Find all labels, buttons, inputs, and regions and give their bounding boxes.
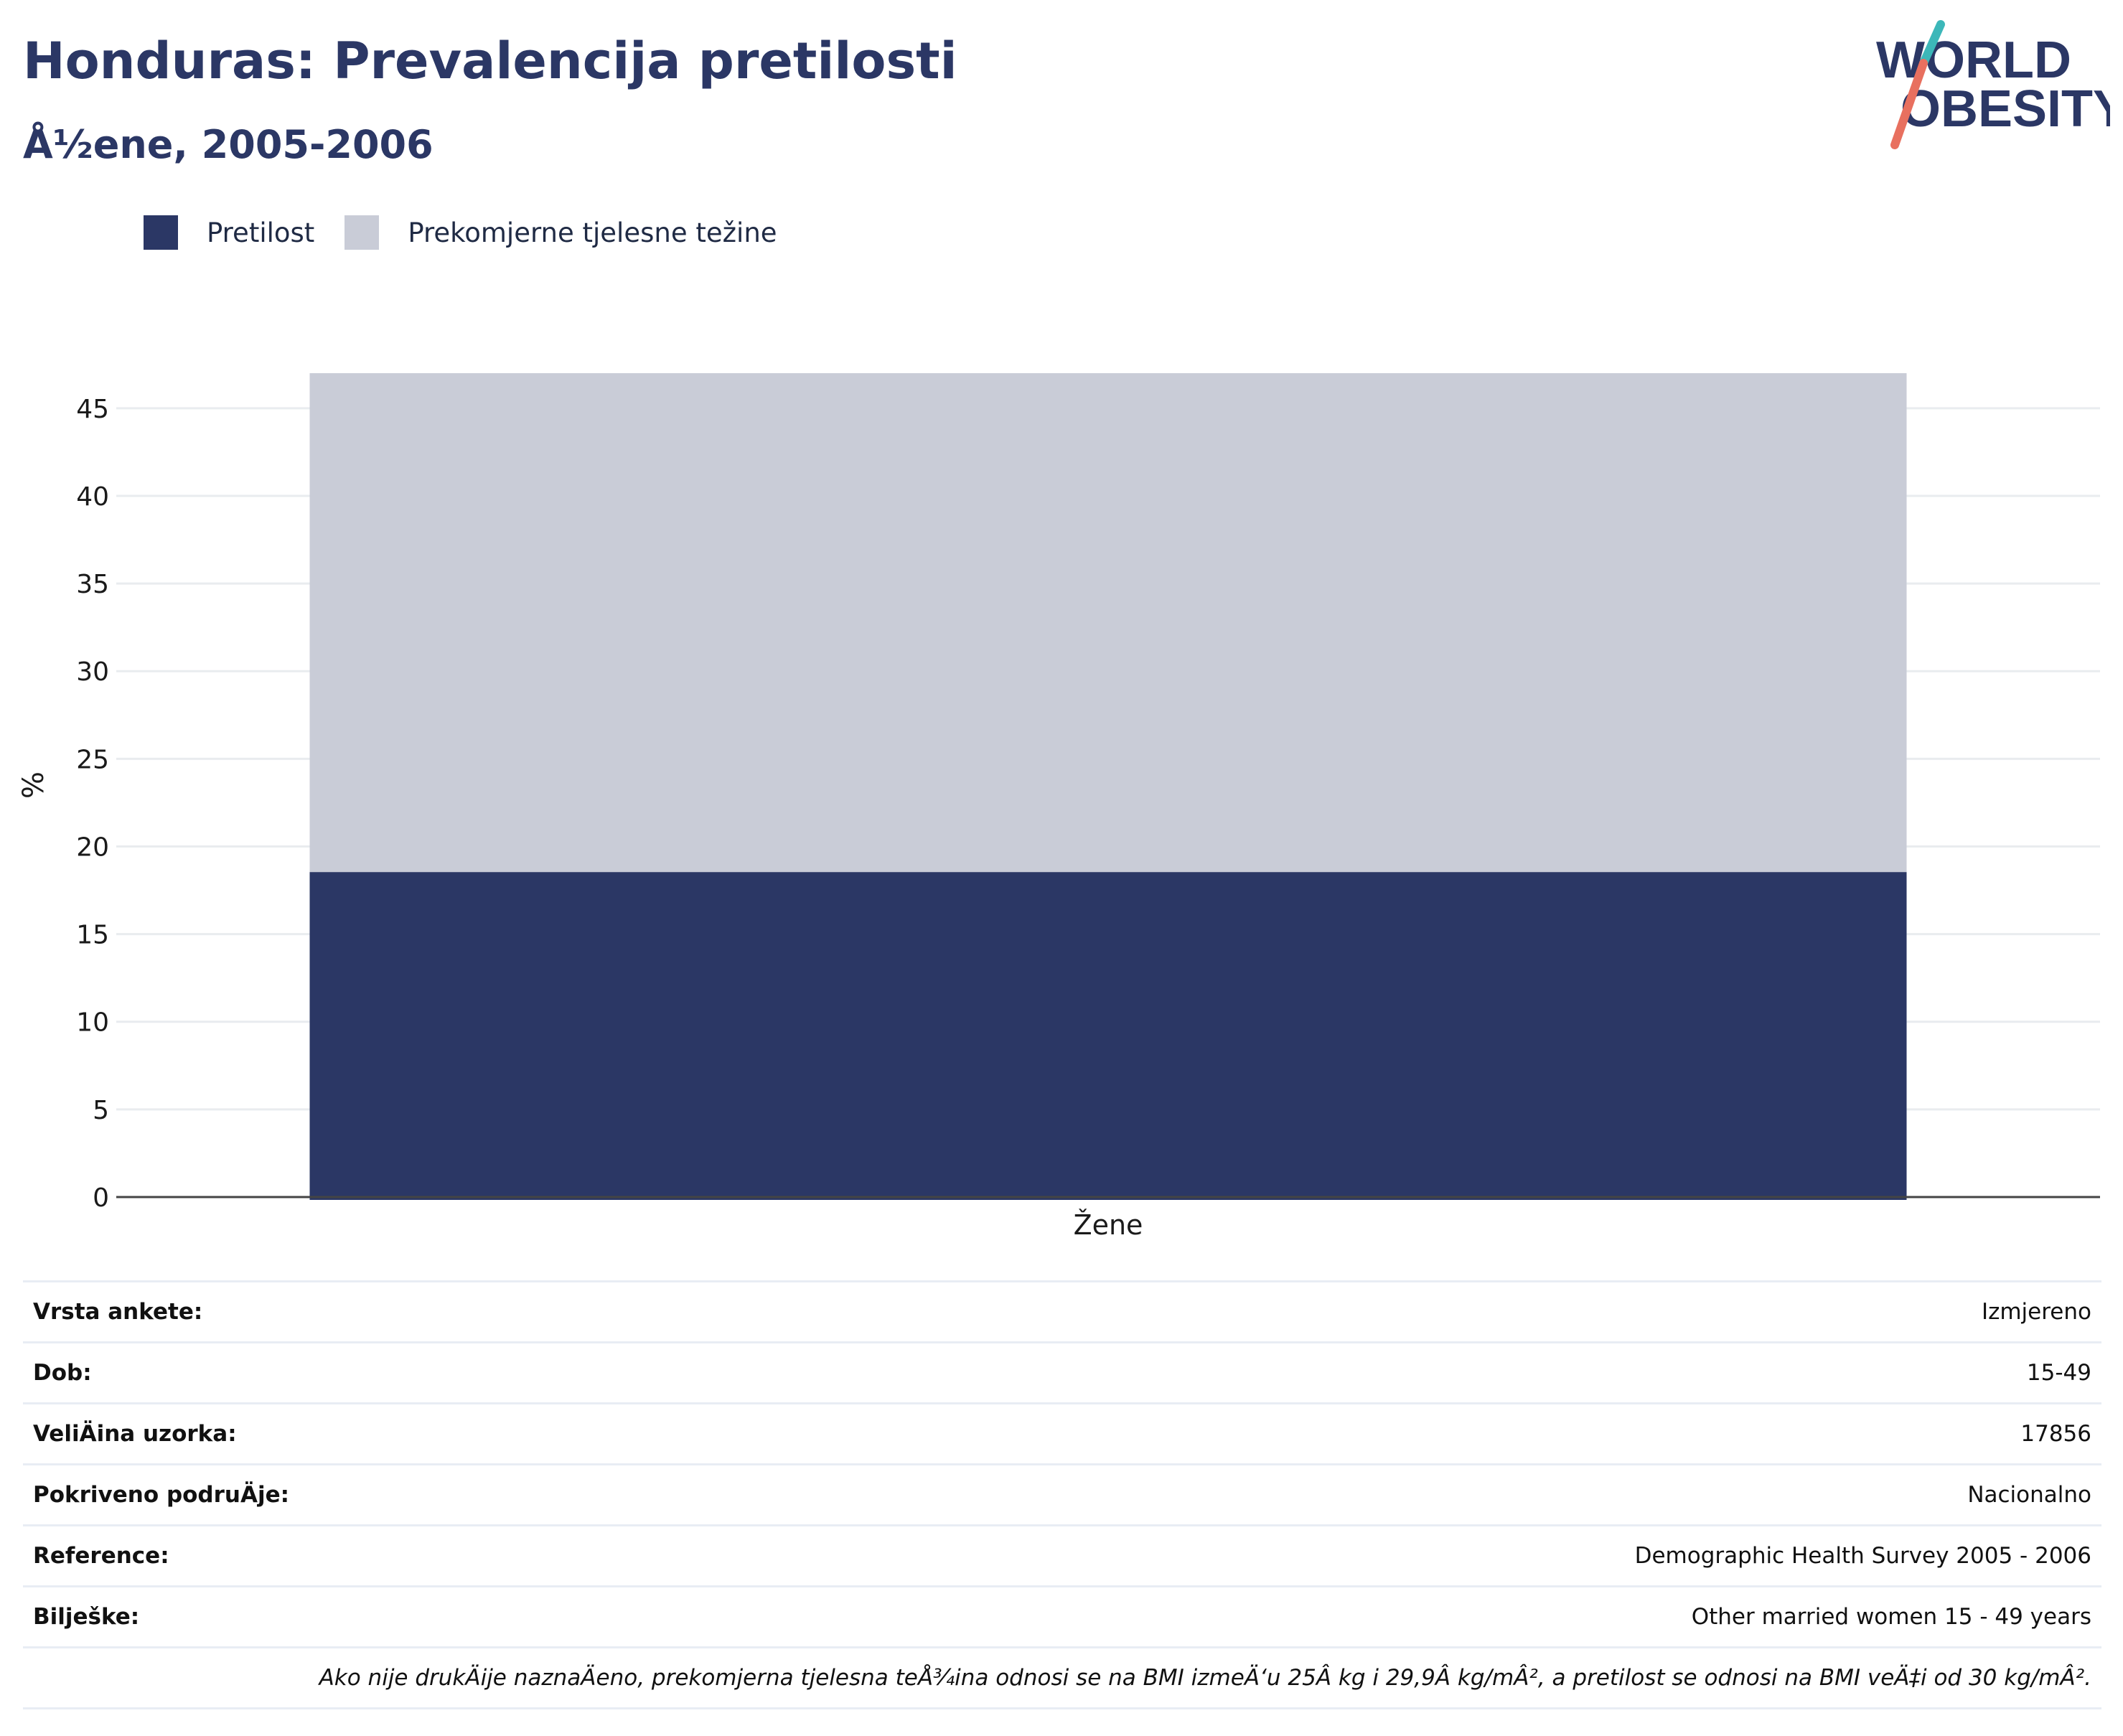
y-tick-label: 20 [76,832,109,862]
survey-info-table: Vrsta ankete: Izmjereno Dob: 15-49 VeliÄ… [23,1280,2101,1709]
info-key: Dob: [23,1343,785,1404]
info-key: Bilješke: [23,1587,785,1648]
legend-swatch-overweight [345,215,379,250]
y-tick-label: 10 [76,1008,109,1038]
legend-swatch-obesity [144,215,178,250]
table-row: VeliÄina uzorka: 17856 [23,1404,2101,1465]
y-tick-label: 40 [76,482,109,512]
world-obesity-logo-icon: WORLD OBESITY [1866,19,2110,155]
y-tick-label: 25 [76,745,109,774]
x-tick-label: Žene [1074,1209,1143,1241]
y-axis-title: % [17,771,50,799]
footnote: Ako nije drukÄije naznaÄeno, prekomjer… [23,1648,2101,1709]
info-value: Other married women 15 - 49 years [785,1587,2101,1648]
legend-item-obesity[interactable]: Pretilost [144,215,314,250]
bar-segment [309,869,1906,1200]
table-row: Dob: 15-49 [23,1343,2101,1404]
y-tick-label: 30 [76,657,109,687]
y-tick-label: 0 [93,1183,109,1213]
table-row: Pokriveno podruÄje: Nacionalno [23,1465,2101,1526]
info-value: Nacionalno [785,1465,2101,1526]
info-value: 17856 [785,1404,2101,1465]
y-tick-label: 5 [93,1096,109,1125]
info-key: Vrsta ankete: [23,1282,785,1343]
info-value: 15-49 [785,1343,2101,1404]
legend-label-overweight: Prekomjerne tjelesne težine [408,217,777,248]
info-key: Pokriveno podruÄje: [23,1465,785,1526]
y-tick-label: 35 [76,570,109,599]
table-row: Reference: Demographic Health Survey 200… [23,1526,2101,1587]
page-subtitle: Å½ene, 2005-2006 [23,122,433,167]
info-value: Demographic Health Survey 2005 - 2006 [785,1526,2101,1587]
legend-label-obesity: Pretilost [207,217,314,248]
info-key: Reference: [23,1526,785,1587]
bar-segment [309,373,1906,872]
y-tick-label: 15 [76,921,109,950]
stacked-bar-chart: 0 5 10 15 20 25 30 35 40 45 Žene% [0,373,2123,1249]
table-row: Ako nije drukÄije naznaÄeno, prekomjer… [23,1648,2101,1709]
table-row: Bilješke: Other married women 15 - 49 ye… [23,1587,2101,1648]
table-row: Vrsta ankete: Izmjereno [23,1282,2101,1343]
y-tick-label: 45 [76,395,109,424]
info-key: VeliÄina uzorka: [23,1404,785,1465]
logo-line2: OBESITY [1901,80,2110,138]
world-obesity-logo: WORLD OBESITY [1866,19,2110,155]
info-value: Izmjereno [785,1282,2101,1343]
legend-item-overweight[interactable]: Prekomjerne tjelesne težine [345,215,777,250]
page-title: Honduras: Prevalencija pretilosti [23,32,957,90]
chart-legend: Pretilost Prekomjerne tjelesne težine [144,214,807,251]
